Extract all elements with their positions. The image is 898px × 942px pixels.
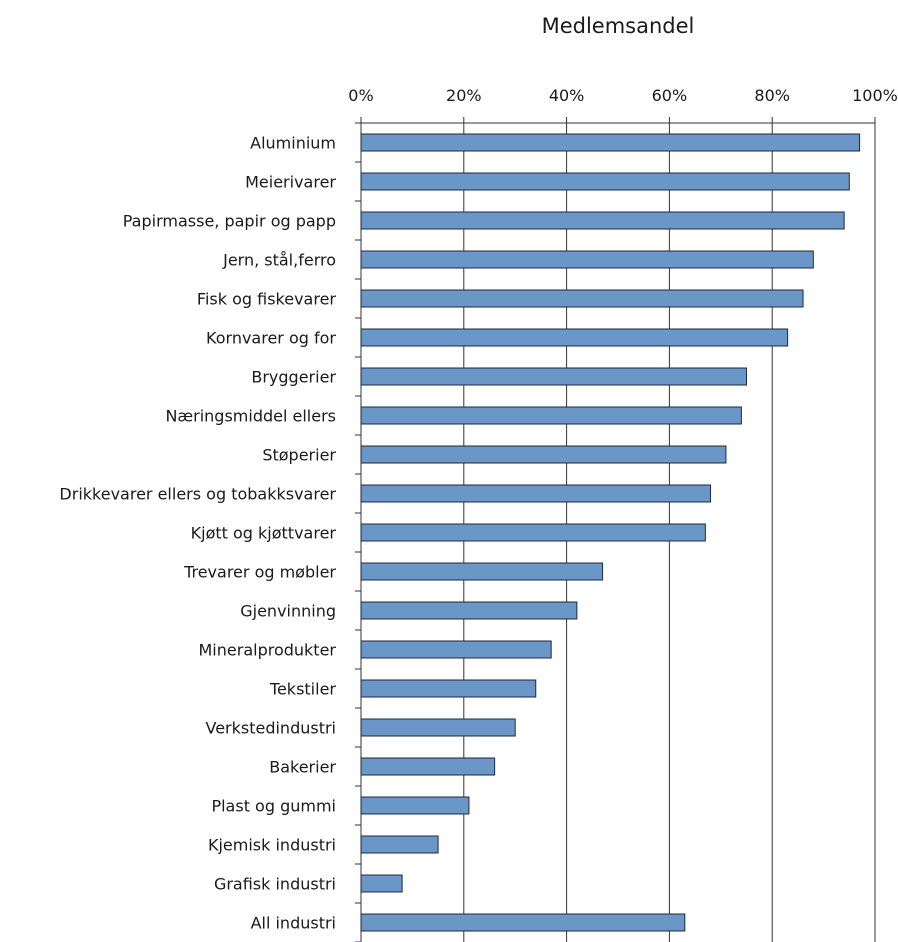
bar xyxy=(360,640,552,659)
category-label: Kjemisk industri xyxy=(208,836,336,855)
bars xyxy=(360,133,861,932)
bar xyxy=(360,562,604,581)
chart-title: Medlemsandel xyxy=(541,14,695,38)
bar xyxy=(360,406,742,425)
category-label: All industri xyxy=(251,914,336,933)
category-label: Aluminium xyxy=(250,134,336,153)
x-tick-label: 80% xyxy=(754,86,790,105)
bar xyxy=(360,484,712,503)
bar xyxy=(360,133,861,152)
category-label: Jern, stål,ferro xyxy=(222,251,336,270)
x-tick-label: 0% xyxy=(348,86,373,105)
bar xyxy=(360,172,850,191)
category-label: Drikkevarer ellers og tobakksvarer xyxy=(59,485,336,504)
bar xyxy=(360,445,727,464)
category-label: Næringsmiddel ellers xyxy=(165,407,336,426)
x-tick-label: 100% xyxy=(852,86,898,105)
bar xyxy=(360,289,804,308)
bar xyxy=(360,601,578,620)
category-label: Tekstiler xyxy=(269,680,337,699)
x-tick-labels: 0% 20% 40% 60% 80% 100% xyxy=(348,86,898,105)
bar xyxy=(360,523,706,542)
bar xyxy=(360,718,516,737)
x-tick-label: 60% xyxy=(652,86,688,105)
category-label: Fisk og fiskevarer xyxy=(197,290,337,309)
category-label: Plast og gummi xyxy=(211,797,336,816)
category-label: Støperier xyxy=(262,446,336,465)
x-tick-label: 40% xyxy=(549,86,585,105)
category-label: Mineralprodukter xyxy=(199,641,337,660)
bar xyxy=(360,250,814,269)
category-label: Trevarer og møbler xyxy=(183,563,336,582)
category-label: Bakerier xyxy=(269,758,336,777)
bar xyxy=(360,835,439,854)
bar xyxy=(360,796,470,815)
category-label: Gjenvinning xyxy=(240,602,336,621)
category-label: Verkstedindustri xyxy=(205,719,336,738)
bar xyxy=(360,913,686,932)
category-labels: Aluminium Meierivarer Papirmasse, papir og… xyxy=(59,134,336,933)
bar xyxy=(360,211,845,230)
category-label: Grafisk industri xyxy=(214,875,336,894)
bar xyxy=(360,757,496,776)
bar xyxy=(360,367,747,386)
bar xyxy=(360,874,403,893)
bar xyxy=(360,328,789,347)
x-tick-label: 20% xyxy=(446,86,482,105)
category-label: Meierivarer xyxy=(245,173,336,192)
category-label: Kjøtt og kjøttvarer xyxy=(191,524,337,543)
category-label: Papirmasse, papir og papp xyxy=(123,212,336,231)
category-label: Bryggerier xyxy=(251,368,336,387)
category-label: Kornvarer og for xyxy=(206,329,336,348)
bar xyxy=(360,679,537,698)
